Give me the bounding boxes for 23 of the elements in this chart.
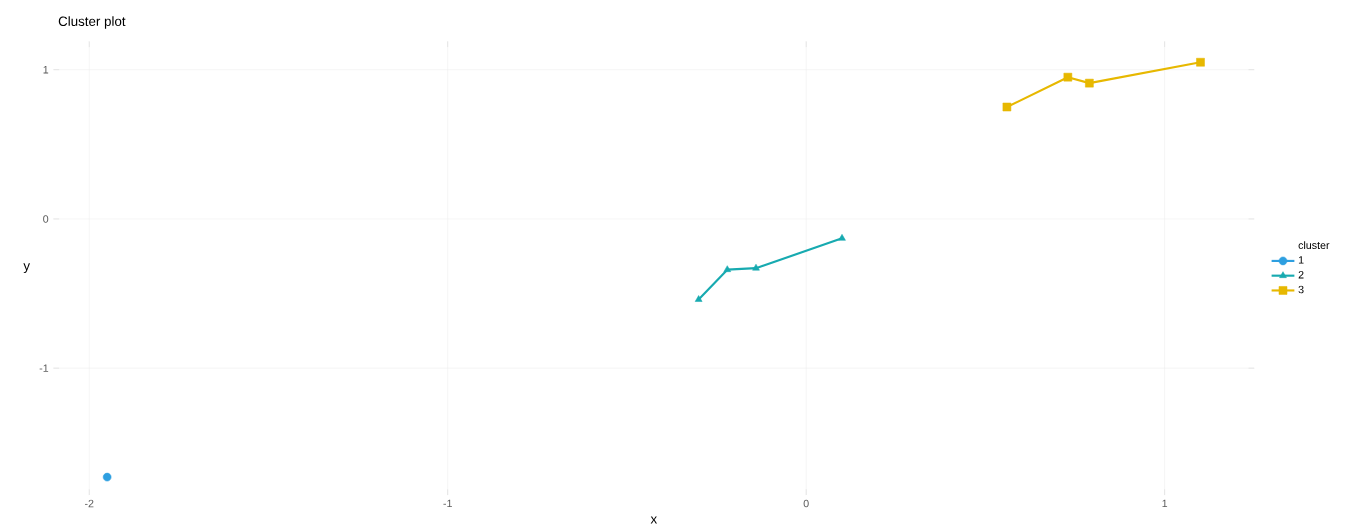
- point: [1002, 102, 1012, 112]
- chart-title: Cluster plot: [58, 16, 126, 29]
- point: [694, 295, 703, 302]
- legend-label: 3: [1298, 285, 1304, 294]
- point: [723, 265, 732, 272]
- point: [752, 263, 760, 271]
- point: [102, 472, 112, 482]
- y-tick-label: 0: [43, 214, 49, 223]
- legend-title: cluster: [1298, 240, 1330, 249]
- point: [838, 233, 846, 241]
- point: [1085, 78, 1094, 88]
- x-tick-label: -2: [84, 499, 94, 507]
- y-axis-title: y: [23, 263, 30, 273]
- x-tick-label: 0: [803, 499, 809, 508]
- x-tick-label: -1: [443, 499, 452, 507]
- y-tick-label: -1: [39, 364, 49, 372]
- x-axis-title: x: [650, 516, 658, 524]
- point: [1063, 72, 1073, 82]
- legend-label: 2: [1298, 270, 1304, 279]
- y-tick-label: 1: [43, 65, 49, 74]
- legend-label: 1: [1298, 256, 1304, 264]
- point: [1196, 57, 1205, 67]
- x-tick-label: 1: [1162, 499, 1168, 507]
